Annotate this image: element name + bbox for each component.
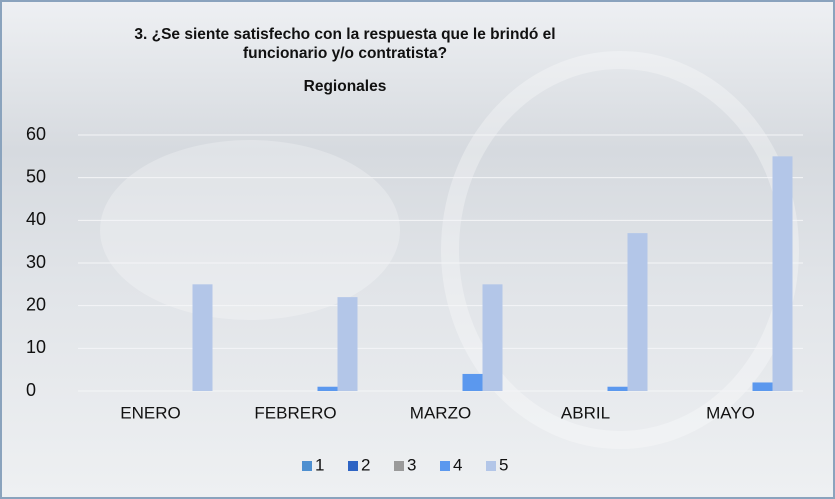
chart-subtitle: Regionales bbox=[303, 78, 387, 95]
x-tick-label: MAYO bbox=[706, 403, 755, 422]
legend-swatch bbox=[348, 461, 358, 471]
bar bbox=[337, 297, 358, 391]
x-tick-label: FEBRERO bbox=[254, 403, 336, 422]
bar bbox=[607, 386, 628, 391]
x-tick-label: ABRIL bbox=[561, 403, 610, 422]
bar bbox=[192, 284, 213, 391]
bar bbox=[772, 156, 793, 391]
legend-swatch bbox=[440, 461, 450, 471]
y-tick-label: 20 bbox=[26, 294, 46, 314]
legend-swatch bbox=[394, 461, 404, 471]
y-tick-label: 60 bbox=[26, 124, 46, 144]
legend-swatch bbox=[486, 461, 496, 471]
y-tick-label: 10 bbox=[26, 337, 46, 357]
bar bbox=[627, 233, 648, 391]
bar bbox=[752, 382, 773, 391]
y-tick-label: 30 bbox=[26, 252, 46, 272]
bar bbox=[482, 284, 503, 391]
x-tick-label: ENERO bbox=[120, 403, 180, 422]
y-tick-label: 50 bbox=[26, 166, 46, 186]
y-tick-label: 40 bbox=[26, 209, 46, 229]
legend-label: 4 bbox=[453, 455, 462, 474]
legend-label: 2 bbox=[361, 455, 370, 474]
y-tick-label: 0 bbox=[26, 380, 36, 400]
bar bbox=[317, 386, 338, 391]
watermark bbox=[100, 140, 400, 320]
legend-label: 1 bbox=[315, 455, 324, 474]
bar bbox=[462, 373, 483, 391]
legend-label: 5 bbox=[499, 455, 508, 474]
legend-label: 3 bbox=[407, 455, 416, 474]
legend-swatch bbox=[302, 461, 312, 471]
x-tick-label: MARZO bbox=[410, 403, 471, 422]
chart-title: 3. ¿Se siente satisfecho con la respuest… bbox=[134, 26, 556, 62]
